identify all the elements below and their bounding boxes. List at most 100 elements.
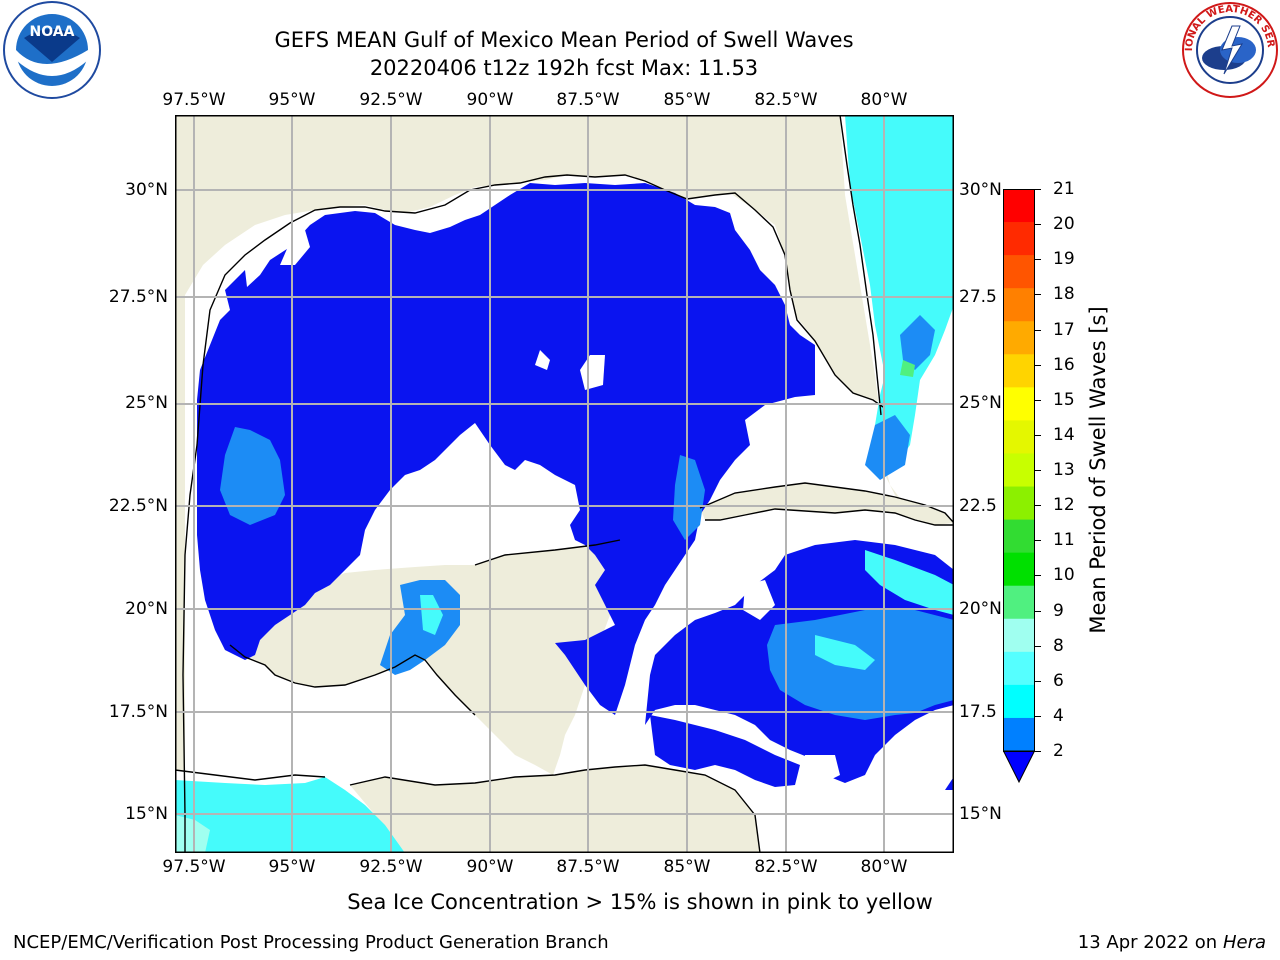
coastlines — [174, 114, 955, 854]
gridlines — [175, 115, 954, 853]
colorbar-swatch — [1003, 519, 1035, 554]
lon-label-top: 90°W — [466, 90, 514, 110]
colorbar-tick-label: 10 — [1053, 565, 1075, 586]
colorbar-tick-label: 4 — [1053, 705, 1064, 726]
colorbar-tick-mark — [1035, 680, 1041, 682]
colorbar-tick-label: 9 — [1053, 600, 1064, 621]
swell-layer — [175, 115, 955, 853]
colorbar-tick-mark — [1035, 399, 1041, 401]
lat-label-right: 27.5 — [959, 287, 997, 307]
colorbar-tick-label: 15 — [1053, 389, 1075, 410]
colorbar-swatch — [1003, 288, 1035, 322]
lat-label-left: 30°N — [125, 180, 168, 200]
map-frame — [174, 114, 955, 854]
lon-label-top: 85°W — [663, 90, 711, 110]
lat-label-right: 20°N — [959, 599, 1002, 619]
colorbar-swatch — [1003, 387, 1035, 421]
colorbar-swatch — [1003, 618, 1035, 653]
lon-label-bottom: 80°W — [860, 857, 908, 877]
lon-label-top: 95°W — [268, 90, 316, 110]
colorbar-tick-label: 13 — [1053, 460, 1075, 480]
lon-label-bottom: 97.5°W — [162, 857, 226, 877]
colorbar-tick-label: 20 — [1053, 214, 1075, 235]
colorbar-swatches — [1003, 189, 1035, 752]
colorbar-tick-mark — [1035, 505, 1041, 507]
lat-label-right: 17.5 — [959, 702, 997, 722]
colorbar-swatch — [1003, 651, 1035, 686]
nws-logo: NATIONAL WEATHER SERVICE — [1176, 0, 1280, 100]
lon-label-bottom: 87.5°W — [556, 857, 620, 877]
colorbar-tick-mark — [1035, 715, 1041, 717]
lat-label-right: 22.5 — [959, 496, 997, 516]
lon-label-top: 80°W — [860, 90, 908, 110]
colorbar-label-text: Mean Period of Swell Waves [s] — [1086, 306, 1110, 634]
colorbar-swatch — [1003, 486, 1035, 521]
colorbar-tick-mark — [1035, 470, 1041, 471]
footer-date-text: 13 Apr 2022 on — [1077, 932, 1218, 953]
lon-label-bottom: 95°W — [268, 857, 316, 877]
lat-label-right: 30°N — [959, 180, 1002, 200]
lat-label-right: 15°N — [959, 804, 1002, 824]
lat-label-right: 25°N — [959, 393, 1002, 413]
colorbar-tick-mark — [1035, 540, 1041, 542]
lon-label-bottom: 85°W — [663, 857, 711, 877]
colorbar-tick-mark — [1035, 189, 1041, 190]
colorbar-tick-label: 11 — [1053, 530, 1075, 551]
colorbar-tick-label: 2 — [1053, 741, 1064, 761]
colorbar-tick-mark — [1035, 294, 1041, 296]
colorbar-swatch — [1003, 255, 1035, 289]
lon-label-bottom: 92.5°W — [359, 857, 423, 877]
map-border — [175, 115, 954, 853]
footer-date: 13 Apr 2022 on Hera — [1078, 932, 1266, 953]
noaa-logo: NOAA — [2, 0, 102, 100]
colorbar-tick-label: 18 — [1053, 284, 1075, 305]
colorbar-tick-label: 16 — [1053, 354, 1075, 375]
colorbar-tick-label: 6 — [1053, 670, 1064, 691]
colorbar-tick-mark — [1035, 751, 1041, 752]
lat-label-left: 25°N — [125, 393, 168, 413]
colorbar-tick-label: 12 — [1053, 495, 1075, 516]
colorbar-tick-mark — [1035, 329, 1041, 331]
title-line2: 20220406 t12z 192h fcst Max: 11.53 — [369, 56, 759, 80]
lat-label-left: 27.5°N — [108, 287, 168, 307]
colorbar-swatch — [1003, 585, 1035, 620]
colorbar-swatch — [1003, 552, 1035, 587]
lon-label-top: 82.5°W — [754, 90, 818, 110]
colorbar-tick-mark — [1035, 575, 1041, 577]
colorbar-border — [1003, 189, 1035, 752]
lat-label-left: 15°N — [125, 804, 168, 824]
lat-label-left: 22.5°N — [108, 496, 168, 516]
colorbar-swatch — [1003, 321, 1035, 355]
lat-label-left: 17.5°N — [108, 702, 168, 722]
colorbar-extend-triangle — [1002, 750, 1036, 784]
lon-label-top: 92.5°W — [359, 90, 423, 110]
colorbar-swatch — [1003, 420, 1035, 454]
colorbar-tick-label: 21 — [1053, 179, 1075, 199]
title-line1: GEFS MEAN Gulf of Mexico Mean Period of … — [274, 28, 854, 52]
lon-label-top: 87.5°W — [556, 90, 620, 110]
colorbar — [1002, 189, 1036, 784]
lon-label-bottom: 90°W — [466, 857, 514, 877]
lat-label-left: 20°N — [125, 599, 168, 619]
colorbar-swatch — [1003, 222, 1035, 256]
colorbar-tick-mark — [1035, 224, 1041, 226]
colorbar-tick-mark — [1035, 610, 1041, 612]
footer-credit: NCEP/EMC/Verification Post Processing Pr… — [13, 932, 609, 953]
colorbar-swatch — [1003, 189, 1035, 223]
colorbar-tick-label: 19 — [1053, 249, 1075, 270]
colorbar-tick-mark — [1035, 645, 1041, 647]
colorbar-swatch — [1003, 453, 1035, 488]
colorbar-swatch — [1003, 354, 1035, 388]
colorbar-tick-label: 14 — [1053, 424, 1075, 445]
noaa-logo-text: NOAA — [30, 24, 75, 40]
lon-label-bottom: 82.5°W — [754, 857, 818, 877]
map-plot — [174, 114, 955, 854]
sea-ice-note: Sea Ice Concentration > 15% is shown in … — [347, 890, 933, 914]
colorbar-swatch — [1003, 717, 1035, 752]
colorbar-tick-label: 17 — [1053, 319, 1075, 340]
colorbar-swatch — [1003, 684, 1035, 719]
lon-label-top: 97.5°W — [162, 90, 226, 110]
colorbar-tick-label: 8 — [1053, 635, 1064, 656]
colorbar-tick-mark — [1035, 364, 1041, 366]
footer-host: Hera — [1222, 932, 1266, 953]
